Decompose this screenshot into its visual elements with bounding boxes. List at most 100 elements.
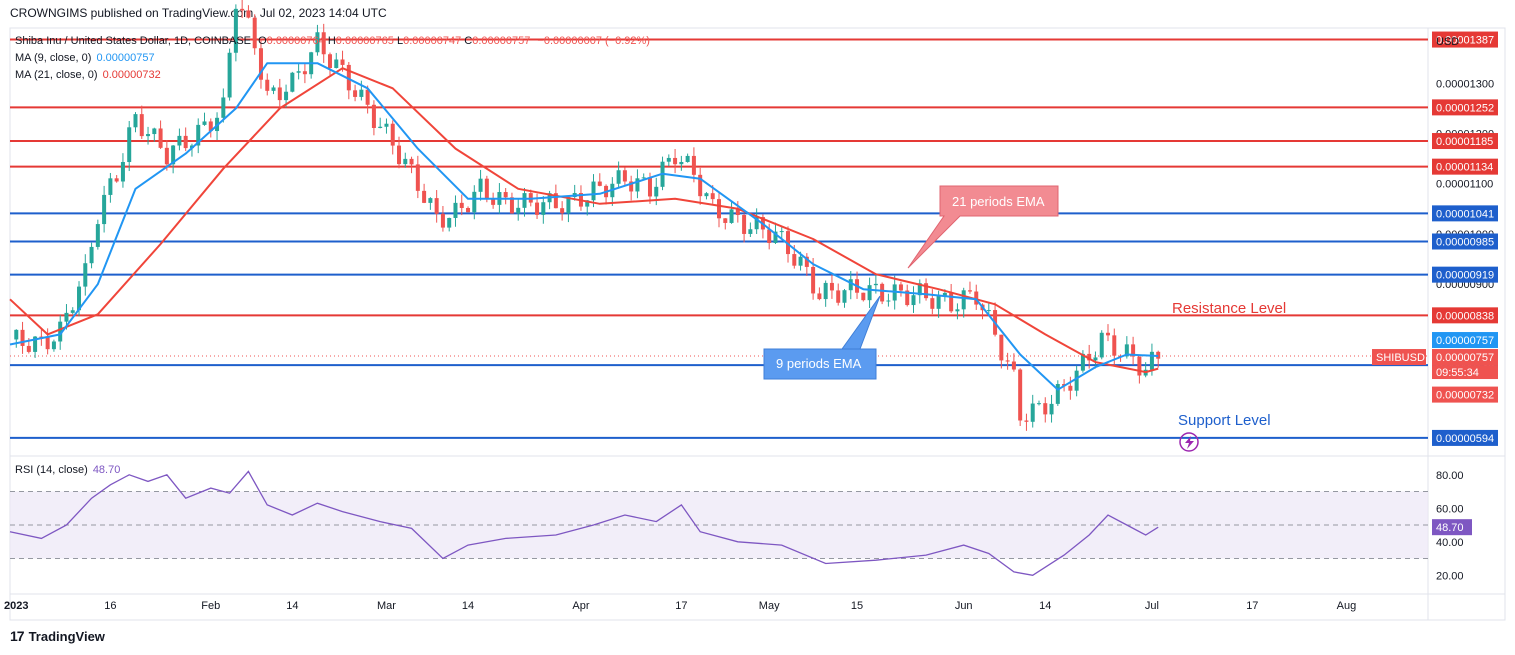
candle-body xyxy=(917,283,922,296)
ohlc-close-label: C xyxy=(464,35,473,47)
tradingview-logo[interactable]: 17 TradingView xyxy=(10,628,105,644)
candle-body xyxy=(823,282,828,300)
candle-body xyxy=(290,72,295,92)
candle-body xyxy=(403,158,408,165)
candle-body xyxy=(804,256,809,267)
time-tick-label: Aug xyxy=(1337,600,1357,612)
candles-group xyxy=(14,0,1161,431)
candle-body xyxy=(359,89,364,97)
candle-body xyxy=(315,32,320,53)
time-tick-label: 2023 xyxy=(4,600,28,612)
value-tag xyxy=(1432,332,1498,349)
countdown-tag xyxy=(1432,365,1498,380)
ma9-legend[interactable]: MA (9, close, 0) 0.00000757 xyxy=(15,52,155,64)
candle-body xyxy=(1124,344,1129,357)
value-tag xyxy=(1432,349,1498,366)
candle-body xyxy=(704,193,709,197)
candle-body xyxy=(742,215,747,234)
level-price-label: 0.00000919 xyxy=(1436,270,1494,282)
candle-body xyxy=(560,208,565,214)
candle-body xyxy=(622,170,627,182)
rsi-tick-label: 80.00 xyxy=(1436,470,1464,482)
candle-body xyxy=(14,329,19,340)
candle-body xyxy=(447,217,452,228)
candle-body xyxy=(1068,385,1073,391)
candle-body xyxy=(240,8,245,11)
ema21-line xyxy=(9,67,1159,374)
time-tick-label: Feb xyxy=(201,600,220,612)
candle-body xyxy=(1049,403,1054,415)
rsi-value-tag-label: 48.70 xyxy=(1436,522,1464,534)
candle-body xyxy=(296,71,301,73)
candle-body xyxy=(1018,369,1023,421)
candle-body xyxy=(302,71,307,75)
candle-body xyxy=(685,155,690,162)
candle-body xyxy=(196,124,201,146)
candle-body xyxy=(459,202,464,208)
level-price-label: 0.00000838 xyxy=(1436,310,1494,322)
currency-label[interactable]: USD xyxy=(1436,36,1460,48)
candle-body xyxy=(1011,361,1016,370)
candle-body xyxy=(1005,360,1010,362)
candle-body xyxy=(108,178,113,195)
candle-body xyxy=(89,246,94,264)
ema9-callout-box xyxy=(763,295,881,380)
candle-body xyxy=(146,134,151,137)
candle-body xyxy=(924,283,929,299)
candle-body xyxy=(591,181,596,201)
candle-body xyxy=(566,197,571,214)
candle-body xyxy=(955,309,960,312)
level-price-tag xyxy=(1432,31,1498,48)
candle-body xyxy=(133,114,138,128)
candle-body xyxy=(265,79,270,91)
candle-body xyxy=(277,87,282,101)
candle-body xyxy=(1087,353,1092,361)
rsi-tick-label: 60.00 xyxy=(1436,503,1464,515)
ma9-label: MA (9, close, 0) xyxy=(15,52,92,64)
candle-body xyxy=(252,17,257,49)
candle-body xyxy=(1080,353,1085,371)
candle-body xyxy=(967,290,972,292)
candle-body xyxy=(754,217,759,230)
candle-body xyxy=(1036,403,1041,405)
candle-body xyxy=(371,104,376,128)
candle-body xyxy=(484,178,489,199)
candle-body xyxy=(673,157,678,165)
symbol-name: Shiba Inu / United States Dollar, 1D, CO… xyxy=(15,35,252,47)
candle-body xyxy=(654,186,659,197)
candle-body xyxy=(503,192,508,198)
price-tick-label: 0.00001300 xyxy=(1436,78,1494,90)
level-price-label: 0.00001185 xyxy=(1436,136,1493,148)
candle-body xyxy=(898,284,903,291)
candle-body xyxy=(798,256,803,266)
candle-body xyxy=(33,336,38,352)
ohlc-low: 0.00000747 xyxy=(403,35,462,47)
time-tick-label: 17 xyxy=(675,600,687,612)
candle-body xyxy=(390,123,395,146)
ma21-value: 0.00000732 xyxy=(102,69,161,81)
publisher-line: CROWNGIMS published on TradingView.com, … xyxy=(10,6,387,20)
tradingview-brand: TradingView xyxy=(28,628,105,644)
candle-body xyxy=(227,52,232,98)
candle-body xyxy=(616,170,621,184)
candle-body xyxy=(428,198,433,203)
candle-body xyxy=(522,193,527,208)
rsi-legend[interactable]: RSI (14, close) 48.70 xyxy=(15,464,120,476)
candle-body xyxy=(453,202,458,218)
candle-body xyxy=(710,193,715,200)
ohlc-low-label: L xyxy=(396,35,404,47)
rsi-band-fill xyxy=(10,491,1428,559)
candle-body xyxy=(152,128,157,135)
ohlc-open: 0.00000764 xyxy=(266,35,325,47)
candle-body xyxy=(346,64,351,91)
candle-body xyxy=(773,231,778,243)
candle-body xyxy=(202,121,207,125)
candle-body xyxy=(666,157,671,162)
candle-body xyxy=(767,229,772,243)
time-tick-label: Mar xyxy=(377,600,396,612)
candle-body xyxy=(735,209,740,216)
ma21-legend[interactable]: MA (21, close, 0) 0.00000732 xyxy=(15,69,161,81)
level-price-label: 0.00001134 xyxy=(1436,162,1493,174)
candle-body xyxy=(1093,357,1098,361)
